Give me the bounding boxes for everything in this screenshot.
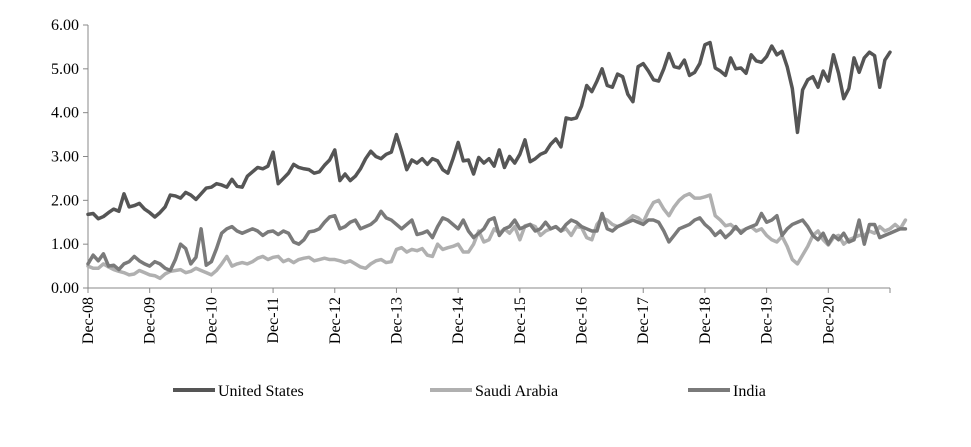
x-tick-label: Dec-09 — [142, 297, 159, 344]
y-axis: 0.00 1.00 2.00 3.00 4.00 5.00 6.00 — [51, 17, 89, 297]
x-axis: Dec-08 Dec-09 Dec-10 Dec-11 Dec-12 Dec-13 Dec-… — [80, 287, 891, 344]
x-tick-label: Dec-16 — [574, 297, 591, 344]
y-tick-label: 3.00 — [51, 149, 79, 166]
x-tick-label: Dec-10 — [203, 297, 220, 344]
series-line-india — [86, 209, 908, 273]
x-tick-label: Dec-08 — [80, 297, 97, 344]
y-tick-label: 1.00 — [51, 236, 79, 253]
x-tick-label: Dec-15 — [512, 297, 529, 344]
y-tick-label: 6.00 — [51, 17, 79, 34]
legend: United States Saudi Arabia India — [173, 383, 766, 400]
x-tick-label: Dec-18 — [697, 297, 714, 344]
series-line-united-states — [86, 40, 892, 221]
x-tick-label: Dec-11 — [265, 297, 282, 344]
legend-label-united-states: United States — [218, 383, 304, 400]
x-tick-label: Dec-19 — [759, 297, 776, 344]
y-tick-label: 5.00 — [51, 61, 79, 78]
legend-label-india: India — [733, 383, 766, 400]
y-tick-label: 2.00 — [51, 192, 79, 209]
x-tick-label: Dec-13 — [388, 297, 405, 344]
legend-label-saudi-arabia: Saudi Arabia — [475, 383, 558, 400]
plot-lines — [86, 40, 908, 281]
x-tick-label: Dec-20 — [820, 297, 837, 344]
x-tick-label: Dec-12 — [327, 297, 344, 344]
x-tick-label: Dec-14 — [450, 297, 467, 344]
y-tick-label: 4.00 — [51, 105, 79, 122]
y-tick-label: 0.00 — [51, 280, 79, 297]
x-tick-label: Dec-17 — [635, 297, 652, 344]
